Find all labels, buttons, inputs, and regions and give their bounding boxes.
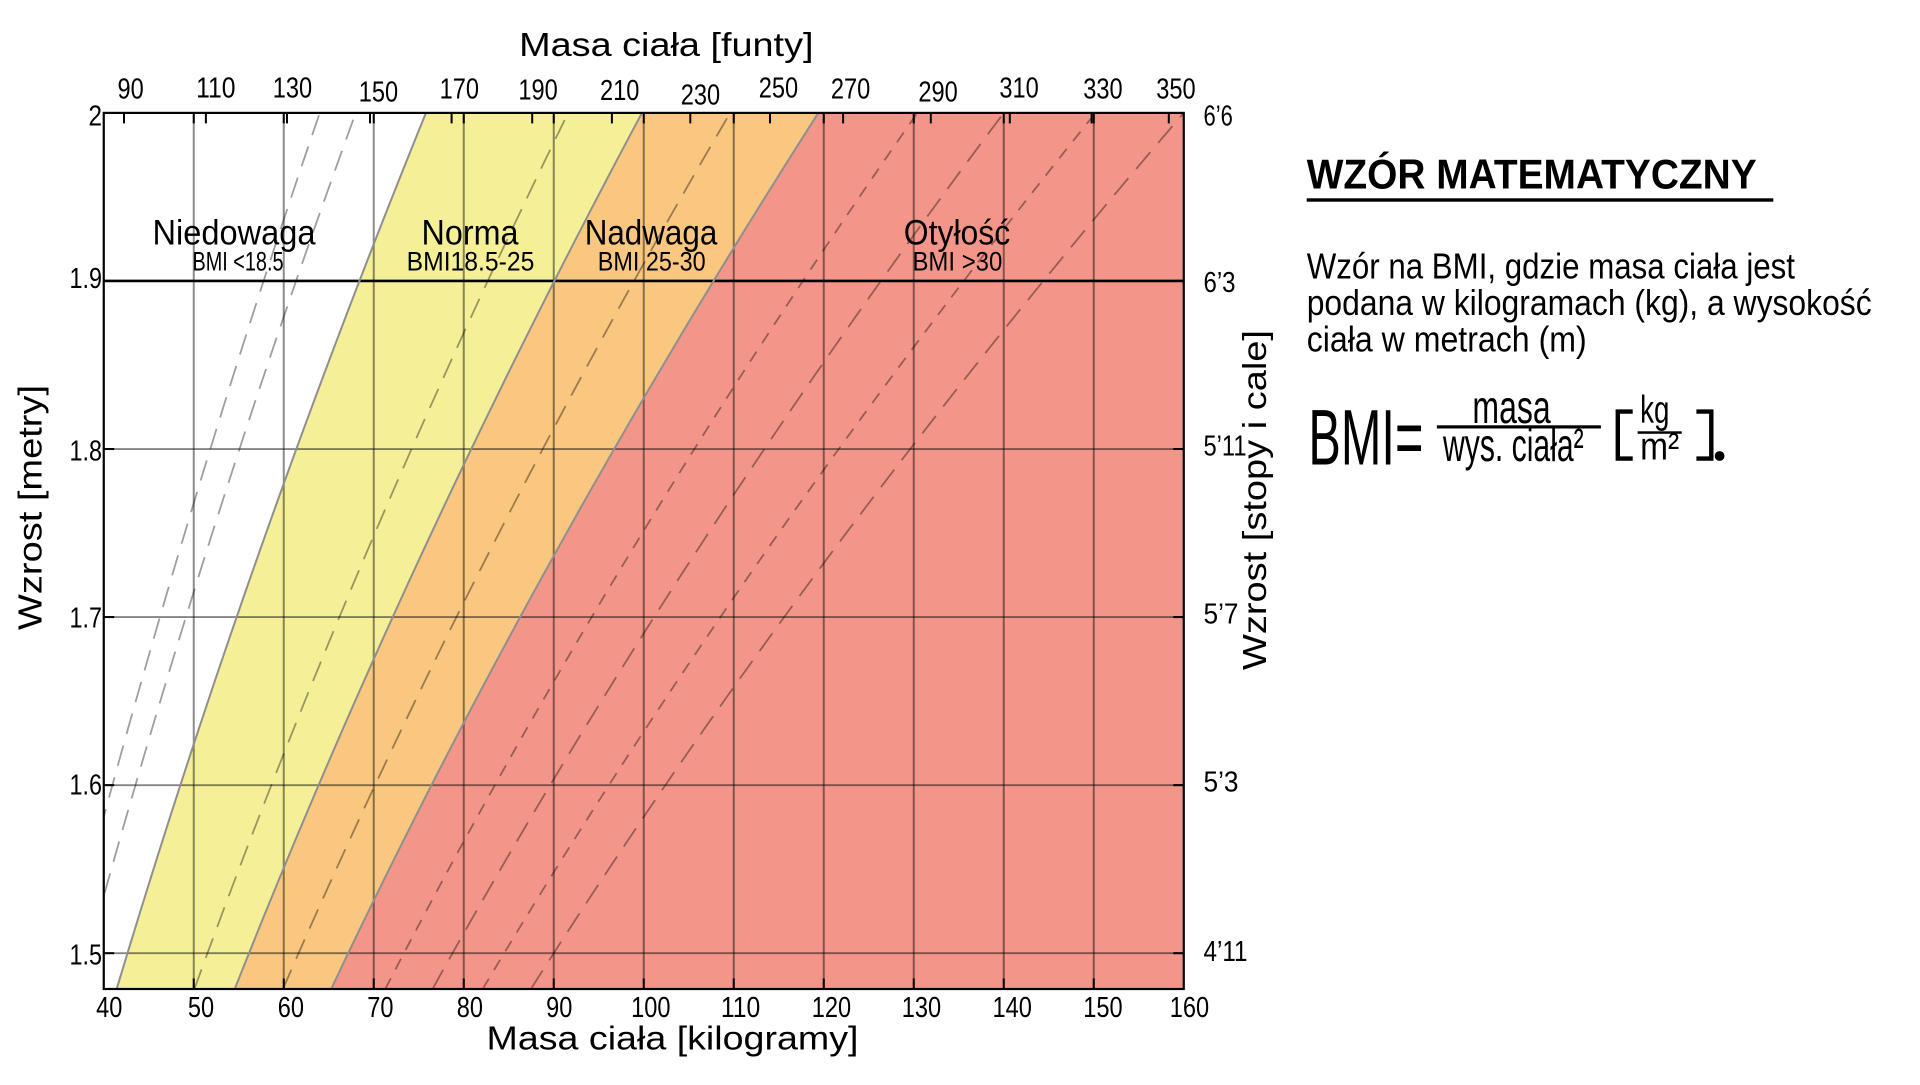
svg-text:110: 110 xyxy=(721,992,760,1024)
svg-text:60: 60 xyxy=(278,992,304,1024)
svg-text:BMI >30: BMI >30 xyxy=(912,247,1002,277)
svg-text:5’3: 5’3 xyxy=(1204,766,1239,798)
svg-text:270: 270 xyxy=(831,74,870,106)
svg-text:1.6: 1.6 xyxy=(70,769,103,801)
svg-text:Wzrost [stopy i cale]: Wzrost [stopy i cale] xyxy=(1236,330,1273,670)
svg-text:350: 350 xyxy=(1156,74,1195,106)
svg-text:1.7: 1.7 xyxy=(70,602,103,634)
svg-text:Masa ciała [kilogramy]: Masa ciała [kilogramy] xyxy=(487,1020,859,1057)
svg-text:80: 80 xyxy=(457,992,483,1024)
svg-text:110: 110 xyxy=(196,72,235,104)
svg-text:BMI=: BMI= xyxy=(1308,392,1423,481)
svg-text:130: 130 xyxy=(902,992,941,1024)
svg-text:Nadwaga: Nadwaga xyxy=(585,214,718,253)
svg-text:170: 170 xyxy=(440,74,479,106)
svg-text:130: 130 xyxy=(273,72,312,104)
svg-text:m²: m² xyxy=(1640,426,1679,469)
svg-text:190: 190 xyxy=(518,75,557,107)
svg-text:WZÓR MATEMATYCZNY: WZÓR MATEMATYCZNY xyxy=(1307,149,1757,197)
svg-text:230: 230 xyxy=(681,80,720,112)
svg-text:6’3: 6’3 xyxy=(1204,267,1236,299)
svg-text:wys. ciała²: wys. ciała² xyxy=(1442,419,1583,471)
svg-text:100: 100 xyxy=(631,992,670,1024)
svg-text:BMI <18.5: BMI <18.5 xyxy=(192,247,283,277)
svg-text:1.8: 1.8 xyxy=(70,435,103,467)
svg-text:90: 90 xyxy=(118,74,144,106)
svg-text:90: 90 xyxy=(546,992,572,1024)
svg-text:290: 290 xyxy=(918,77,957,109)
svg-text:BMI18.5-25: BMI18.5-25 xyxy=(407,247,535,277)
svg-text:ciała w metrach (m): ciała w metrach (m) xyxy=(1307,319,1587,360)
svg-text:BMI 25-30: BMI 25-30 xyxy=(598,247,706,277)
svg-text:150: 150 xyxy=(359,77,398,109)
svg-text:Wzór na BMI, gdzie masa ciała: Wzór na BMI, gdzie masa ciała jest xyxy=(1307,245,1795,286)
svg-text:Norma: Norma xyxy=(422,214,519,253)
svg-text:6’6: 6’6 xyxy=(1204,100,1233,132)
svg-text:Otyłość: Otyłość xyxy=(904,214,1011,253)
svg-text:330: 330 xyxy=(1083,74,1122,106)
svg-text:2: 2 xyxy=(89,100,103,132)
svg-text:1.5: 1.5 xyxy=(70,939,103,971)
svg-text:Niedowaga: Niedowaga xyxy=(153,214,316,253)
svg-text:210: 210 xyxy=(600,75,639,107)
svg-text:1.9: 1.9 xyxy=(70,263,103,295)
svg-text:140: 140 xyxy=(993,992,1032,1024)
svg-text:podana w kilogramach (kg), a w: podana w kilogramach (kg), a wysokość xyxy=(1307,282,1872,323)
svg-text:120: 120 xyxy=(812,992,851,1024)
svg-text:40: 40 xyxy=(96,992,122,1024)
svg-text:Masa ciała [funty]: Masa ciała [funty] xyxy=(519,26,813,63)
svg-text:Wzrost [metry]: Wzrost [metry] xyxy=(12,385,49,630)
svg-text:5’11: 5’11 xyxy=(1204,430,1247,462)
svg-text:4’11: 4’11 xyxy=(1204,936,1248,968)
svg-text:kg: kg xyxy=(1640,389,1669,432)
svg-text:50: 50 xyxy=(188,992,214,1024)
svg-text:250: 250 xyxy=(759,72,798,104)
svg-text:5’7: 5’7 xyxy=(1204,598,1239,630)
svg-text:160: 160 xyxy=(1170,992,1209,1024)
svg-text:310: 310 xyxy=(999,72,1038,104)
svg-text:70: 70 xyxy=(367,992,393,1024)
svg-text:150: 150 xyxy=(1083,992,1122,1024)
svg-text:masa: masa xyxy=(1472,381,1550,433)
